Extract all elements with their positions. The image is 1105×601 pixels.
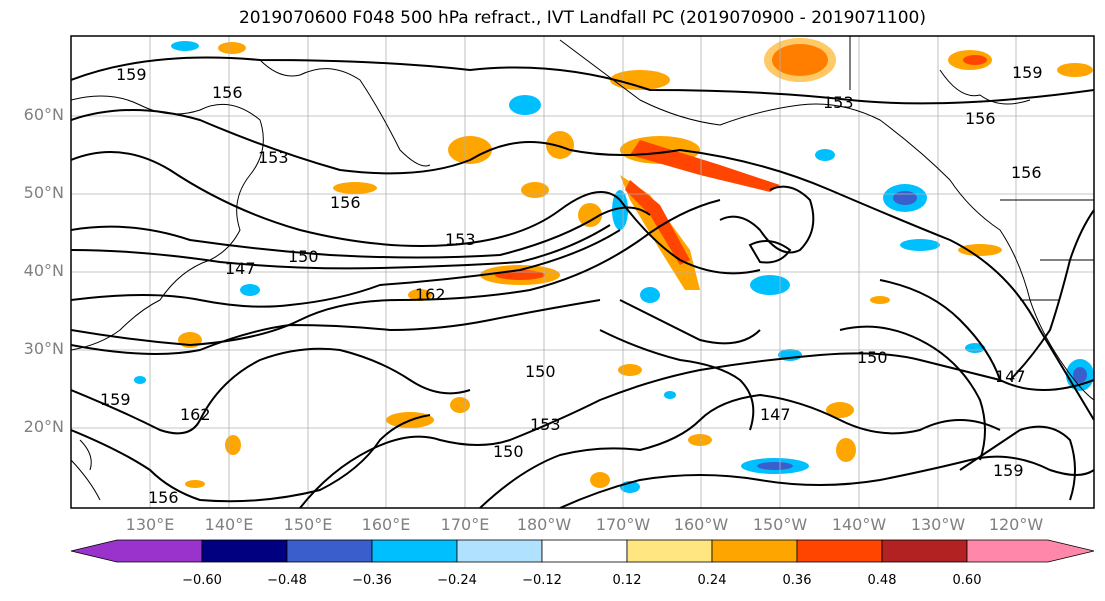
contour-label: 150: [525, 362, 556, 381]
contour-label: 150: [288, 247, 319, 266]
anomaly-patches: [134, 38, 1094, 493]
contour-label: 159: [993, 461, 1024, 480]
colorbar-tick-label: 0.36: [782, 573, 812, 588]
colorbar-segment: [626, 539, 713, 563]
lon-label: 170°E: [440, 515, 490, 534]
colorbar-segment: [286, 539, 373, 563]
lat-label: 20°N: [23, 417, 64, 436]
contour-label: 156: [330, 193, 361, 212]
colorbar-segment: [456, 539, 543, 563]
contour-label: 147: [225, 259, 256, 278]
lon-label: 140°W: [831, 515, 887, 534]
lon-label: 130°W: [910, 515, 966, 534]
colorbar-tick-label: −0.36: [352, 573, 392, 588]
contour-label: 147: [995, 367, 1026, 386]
lon-label: 120°W: [988, 515, 1044, 534]
contour-label: 153: [258, 148, 289, 167]
refractivity-contours: [71, 56, 1094, 508]
colorbar-segment: [711, 539, 798, 563]
contour-label: 159: [1012, 63, 1043, 82]
lon-label: 150°W: [752, 515, 808, 534]
contour-label: 156: [212, 83, 243, 102]
contour-label: 153: [530, 415, 561, 434]
contour-label: 153: [823, 93, 854, 112]
colorbar-segment: [796, 539, 883, 563]
colorbar-tick-label: 0.24: [697, 573, 727, 588]
lon-label: 140°E: [204, 515, 254, 534]
lon-label: 130°E: [125, 515, 175, 534]
colorbar-segment: [881, 539, 968, 563]
contour-label: 147: [760, 405, 791, 424]
lon-label: 170°W: [595, 515, 651, 534]
contour-label: 156: [1011, 163, 1042, 182]
lat-label: 50°N: [23, 183, 64, 202]
contour-label: 159: [116, 65, 147, 84]
graticule: [71, 36, 1094, 508]
map-frame: [70, 35, 1095, 509]
colorbar-tick-label: −0.24: [437, 573, 477, 588]
colorbar-tick-label: 0.48: [867, 573, 897, 588]
contour-label: 156: [148, 488, 179, 507]
lon-label: 180°W: [516, 515, 572, 534]
colorbar-tick-label: −0.48: [267, 573, 307, 588]
contour-label: 162: [180, 405, 211, 424]
lon-label: 160°E: [361, 515, 411, 534]
lon-label: 160°W: [673, 515, 729, 534]
colorbar-segment: [201, 539, 288, 563]
lat-label: 40°N: [23, 261, 64, 280]
colorbar-segment: [70, 539, 203, 563]
contour-labels: 159 156 153 150 147 162 156 153 150 159 …: [100, 63, 1043, 507]
colorbar-tick-label: 0.12: [612, 573, 642, 588]
contour-label: 150: [857, 348, 888, 367]
colorbar-segment: [541, 539, 628, 563]
contour-label: 150: [493, 442, 524, 461]
lat-label: 30°N: [23, 339, 64, 358]
colorbar-segment: [371, 539, 458, 563]
colorbar-tick-label: −0.60: [182, 573, 222, 588]
colorbar-tick-label: 0.60: [952, 573, 982, 588]
colorbar-segment: [966, 539, 1095, 563]
map-title: 2019070600 F048 500 hPa refract., IVT La…: [238, 8, 926, 28]
colorbar-tick-label: −0.12: [522, 573, 562, 588]
contour-label: 159: [100, 390, 131, 409]
contour-label: 156: [965, 109, 996, 128]
lat-label: 60°N: [23, 105, 64, 124]
contour-label: 153: [445, 230, 476, 249]
contour-label: 162: [415, 285, 446, 304]
colorbar: [70, 539, 1095, 563]
lon-label: 150°E: [283, 515, 333, 534]
